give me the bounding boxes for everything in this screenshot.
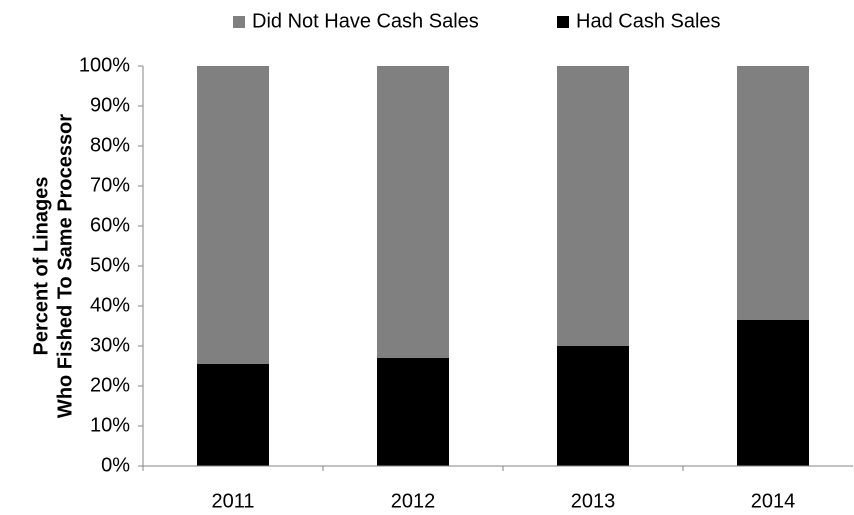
x-tick-label: 2012	[391, 490, 436, 512]
y-tick-label: 20%	[90, 374, 130, 396]
y-tick-label: 70%	[90, 174, 130, 196]
bar-segment	[377, 66, 449, 358]
x-tick-label: 2011	[211, 490, 254, 512]
bar-segment	[197, 66, 269, 364]
bar-segment	[557, 66, 629, 346]
y-tick-label: 90%	[90, 94, 130, 116]
y-axis-label: Who Fished To Same Processor	[54, 114, 76, 418]
legend-label: Had Cash Sales	[576, 10, 721, 32]
y-tick-label: 40%	[90, 294, 130, 316]
legend-swatch	[557, 16, 569, 28]
y-tick-label: 50%	[90, 254, 130, 276]
y-tick-label: 30%	[90, 334, 130, 356]
y-tick-label: 0%	[101, 454, 130, 476]
y-tick-label: 60%	[90, 214, 130, 236]
y-tick-label: 10%	[90, 414, 130, 436]
legend-swatch	[233, 16, 245, 28]
bar-segment	[197, 364, 269, 466]
bar-segment	[557, 346, 629, 466]
y-axis-label: Percent of Linages	[30, 177, 52, 356]
x-tick-label: 2014	[751, 490, 796, 512]
legend-label: Did Not Have Cash Sales	[252, 10, 479, 32]
bar-segment	[377, 358, 449, 466]
x-tick-label: 2013	[571, 490, 616, 512]
y-tick-label: 100%	[79, 54, 130, 76]
bar-segment	[737, 66, 809, 320]
y-tick-label: 80%	[90, 134, 130, 156]
bar-segment	[737, 320, 809, 466]
